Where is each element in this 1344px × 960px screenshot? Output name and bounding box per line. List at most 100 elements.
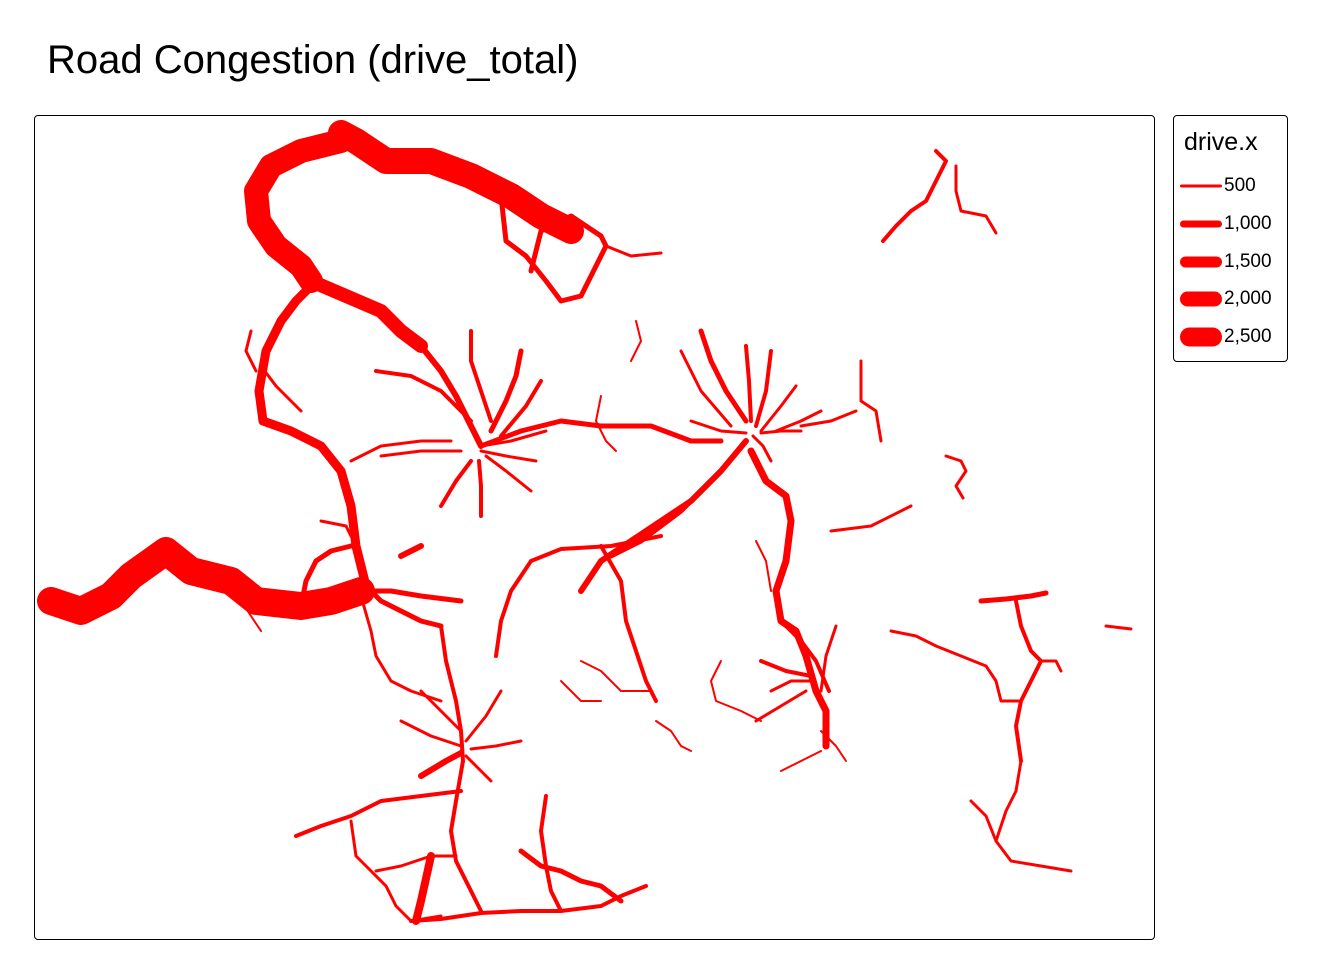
road-segment (1014, 599, 1043, 663)
road-segment (319, 519, 358, 548)
road-segment (608, 468, 724, 559)
road-segment (689, 419, 748, 435)
road-segment (751, 434, 773, 463)
road-segment (358, 588, 464, 604)
road-segment (359, 594, 443, 703)
road-segment (499, 379, 543, 438)
legend-label: 500 (1224, 175, 1256, 196)
road-segment (244, 129, 353, 293)
road-segment (994, 759, 1073, 873)
road-segment (37, 537, 375, 625)
legend-item-500: 500 (1174, 171, 1289, 201)
road-segment (259, 364, 303, 413)
road-segment (829, 504, 913, 533)
road-segment (698, 328, 749, 424)
legend-label: 1,000 (1224, 213, 1272, 234)
road-segment (418, 750, 464, 779)
legend-label: 2,500 (1224, 326, 1272, 347)
road-segment (294, 789, 463, 838)
road-segment (630, 320, 642, 362)
road-segment (439, 459, 473, 508)
road-segment (578, 438, 749, 594)
legend-line-1500 (1180, 256, 1222, 268)
road-segment (374, 854, 458, 873)
road-network (37, 120, 1133, 925)
road-segment (655, 720, 692, 752)
road-segment (560, 680, 602, 702)
legend-item-2000: 2,000 (1174, 284, 1289, 314)
road-segment (488, 348, 524, 434)
road-segment (604, 244, 663, 258)
road-segment (398, 543, 424, 559)
road-segment (944, 454, 968, 500)
road-segment (820, 730, 847, 762)
road-segment (954, 164, 998, 235)
road-segment (769, 679, 813, 693)
road-segment (1039, 659, 1063, 673)
road-segment (479, 449, 538, 463)
road-segment (978, 590, 1049, 604)
road-segment (747, 447, 830, 750)
road-segment (881, 149, 948, 243)
road-segment (755, 540, 772, 592)
legend-line-1000 (1180, 220, 1222, 228)
road-segment (477, 459, 483, 518)
road-segment (969, 799, 998, 843)
road-segment (412, 852, 435, 925)
road-segment (744, 344, 753, 423)
road-segment (439, 624, 465, 763)
road-segment (469, 739, 523, 751)
road-segment (478, 418, 724, 449)
road-segment (754, 349, 773, 428)
legend-line-2000 (1180, 291, 1222, 307)
map-title: Road Congestion (drive_total) (47, 38, 579, 82)
road-segment (464, 754, 493, 783)
road-segment (799, 409, 858, 428)
road-segment (539, 794, 563, 913)
road-segment (819, 624, 838, 693)
road-segment (498, 193, 609, 304)
road-segment (298, 543, 354, 609)
road-segment (774, 409, 823, 433)
legend-item-1000: 1,000 (1174, 209, 1289, 239)
road-segment (599, 544, 658, 703)
road-segment (254, 281, 371, 591)
road-segment (710, 660, 762, 722)
legend-label: 1,500 (1224, 251, 1272, 272)
road-segment (418, 343, 484, 449)
road-segment (484, 454, 533, 493)
legend-line-500 (1180, 184, 1222, 188)
road-segment (379, 449, 463, 458)
road-segment (464, 689, 503, 743)
road-segment (419, 689, 463, 733)
road-segment (244, 329, 258, 373)
road-segment (754, 689, 808, 723)
road-segment (580, 660, 652, 692)
road-segment (1104, 624, 1133, 631)
legend-item-1500: 1,500 (1174, 247, 1289, 277)
legend: drive.x 500 1,000 1,500 2,000 2,500 (1173, 115, 1288, 362)
legend-line-2500 (1180, 327, 1222, 347)
road-segment (759, 429, 803, 435)
road-segment (518, 848, 624, 904)
legend-title: drive.x (1184, 128, 1258, 156)
road-segment (679, 349, 733, 428)
road-segment (780, 750, 822, 772)
road-segment (449, 759, 483, 913)
legend-item-2500: 2,500 (1174, 322, 1289, 352)
road-segment (1014, 659, 1043, 763)
road-segment (469, 329, 493, 423)
road-segment (595, 395, 617, 452)
legend-label: 2,000 (1224, 288, 1272, 309)
road-segment (240, 600, 262, 632)
road-segment (889, 629, 1023, 703)
road-segment (759, 659, 813, 678)
map-panel[interactable] (34, 115, 1155, 940)
road-segment (399, 719, 463, 748)
road-segment (494, 534, 663, 658)
road-segment (349, 439, 453, 463)
road-segment (363, 583, 444, 629)
road-segment (759, 384, 798, 433)
road-segment (304, 274, 428, 353)
road-segment (374, 369, 473, 423)
